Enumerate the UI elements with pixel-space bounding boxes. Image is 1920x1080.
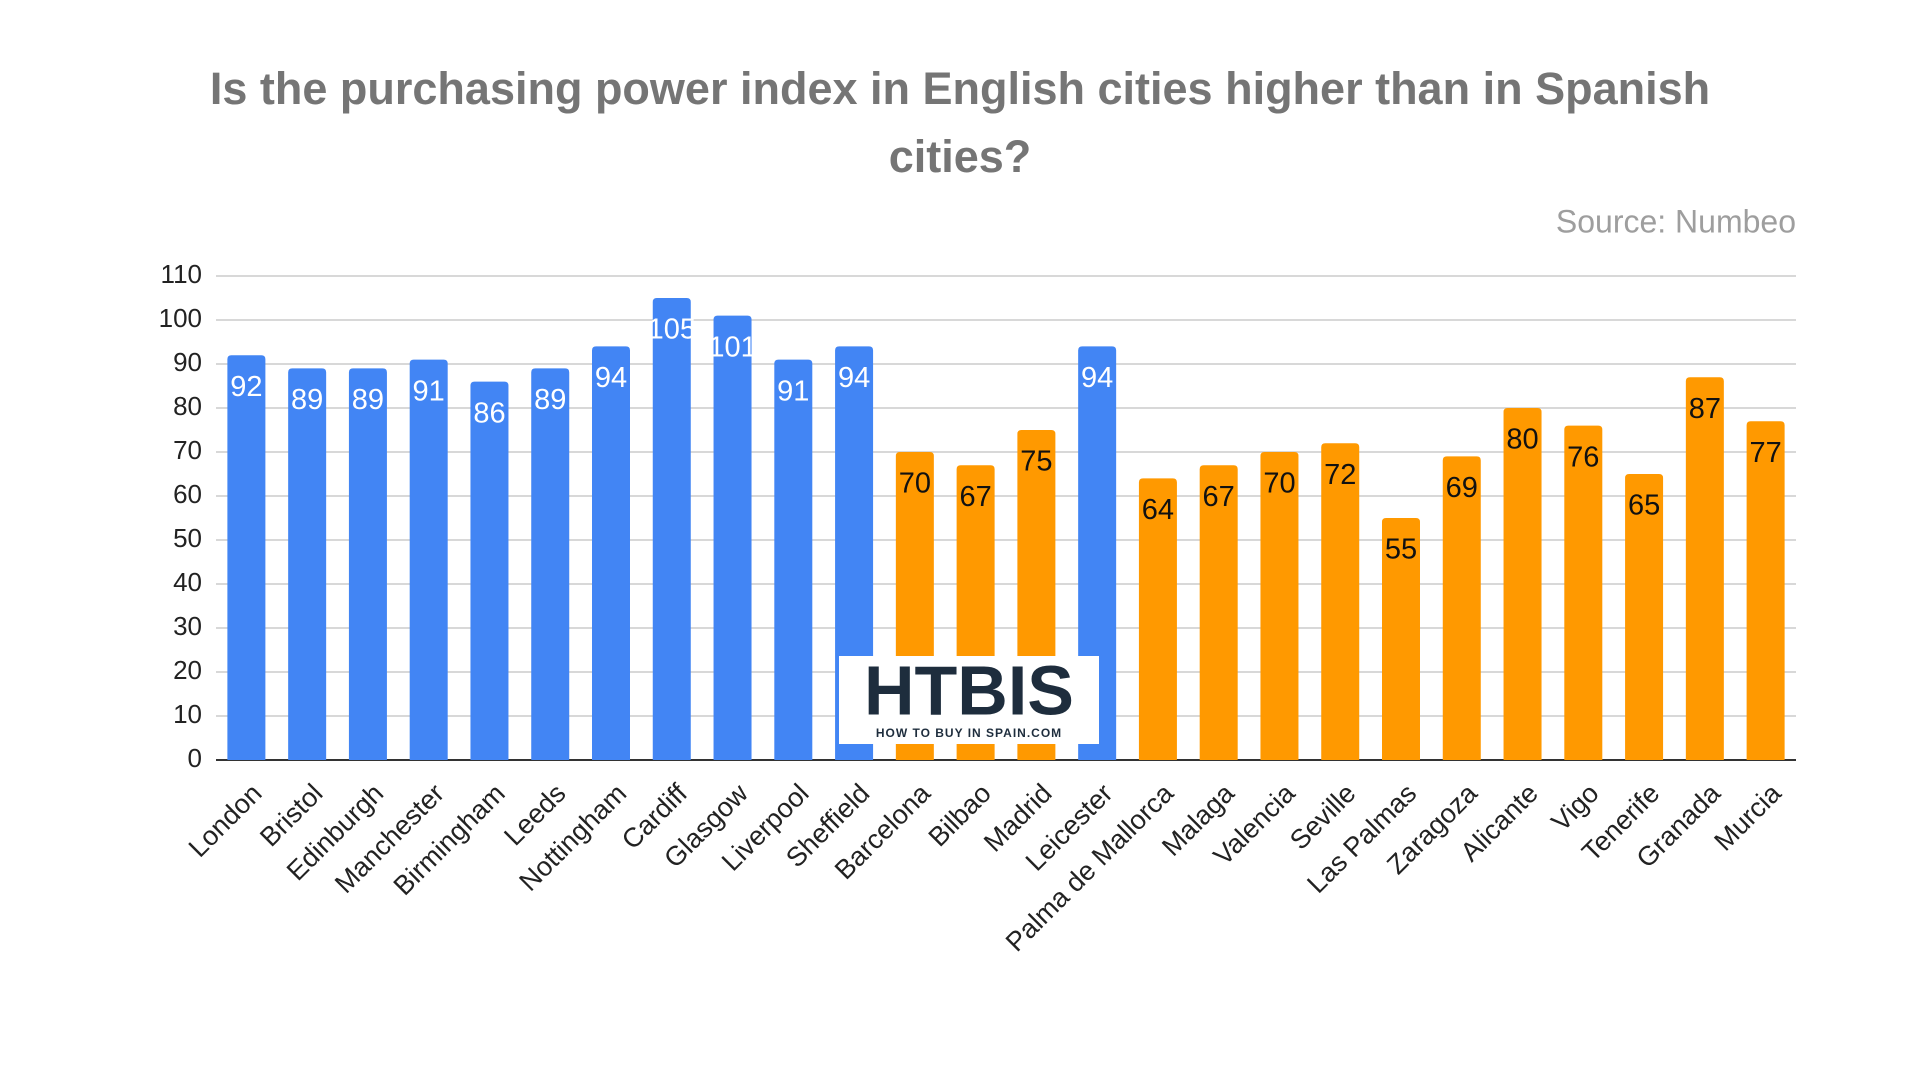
y-tick-label: 40 bbox=[173, 567, 202, 597]
chart-subtitle: Source: Numbeo bbox=[1556, 203, 1796, 239]
data-label: 72 bbox=[1324, 459, 1356, 491]
bar bbox=[1199, 465, 1238, 760]
bar bbox=[592, 346, 630, 760]
bar bbox=[774, 359, 813, 760]
bar bbox=[1625, 474, 1664, 760]
data-label: 89 bbox=[534, 384, 566, 416]
data-label: 80 bbox=[1506, 424, 1538, 456]
data-label: 94 bbox=[838, 362, 870, 394]
bar bbox=[1746, 421, 1785, 760]
data-label: 86 bbox=[473, 397, 505, 429]
data-label: 91 bbox=[777, 375, 809, 407]
y-tick-label: 90 bbox=[173, 347, 202, 377]
data-label: 67 bbox=[1203, 481, 1235, 513]
y-tick-label: 70 bbox=[173, 435, 202, 465]
bar bbox=[1442, 456, 1481, 760]
y-tick-label: 10 bbox=[173, 699, 202, 729]
bar bbox=[1260, 452, 1299, 760]
data-label: 87 bbox=[1689, 393, 1721, 425]
data-label: 64 bbox=[1142, 494, 1174, 526]
bar bbox=[652, 298, 691, 760]
data-label: 76 bbox=[1567, 441, 1599, 473]
data-label: 65 bbox=[1628, 490, 1660, 522]
x-tick-label: Murcia bbox=[1708, 777, 1787, 856]
y-tick-label: 60 bbox=[173, 479, 202, 509]
bar bbox=[1503, 408, 1542, 760]
y-tick-label: 100 bbox=[159, 303, 202, 333]
bar bbox=[1685, 377, 1724, 760]
x-tick-label: London bbox=[183, 778, 268, 863]
bar bbox=[348, 368, 387, 760]
bar bbox=[470, 381, 509, 760]
data-label: 77 bbox=[1749, 437, 1781, 469]
data-label: 89 bbox=[352, 384, 384, 416]
chart-title: Is the purchasing power index in English… bbox=[209, 63, 1711, 182]
y-tick-label: 20 bbox=[173, 655, 202, 685]
bar bbox=[713, 315, 752, 760]
logo-box bbox=[839, 656, 1099, 744]
y-tick-label: 50 bbox=[173, 523, 202, 553]
bar bbox=[1321, 443, 1360, 760]
data-label: 94 bbox=[1081, 362, 1113, 394]
data-label: 92 bbox=[230, 371, 262, 403]
y-tick-label: 110 bbox=[161, 259, 202, 289]
y-tick-label: 30 bbox=[173, 611, 202, 641]
data-label: 70 bbox=[899, 468, 931, 500]
data-label: 75 bbox=[1020, 446, 1052, 478]
bar bbox=[1382, 518, 1420, 760]
logo-title: HTBIS bbox=[864, 651, 1074, 729]
data-label: 89 bbox=[291, 384, 323, 416]
logo-subtitle: HOW TO BUY IN SPAIN.COM bbox=[876, 726, 1062, 740]
data-label: 67 bbox=[959, 481, 991, 513]
y-tick-label: 80 bbox=[173, 391, 202, 421]
data-label: 70 bbox=[1263, 468, 1295, 500]
y-tick-label: 0 bbox=[188, 743, 202, 773]
bar bbox=[409, 359, 448, 760]
data-label: 94 bbox=[595, 362, 627, 394]
data-label: 91 bbox=[413, 375, 445, 407]
bar bbox=[227, 355, 266, 760]
bar bbox=[1564, 425, 1603, 760]
bar bbox=[1138, 478, 1177, 760]
bar bbox=[288, 368, 327, 760]
data-label: 101 bbox=[708, 331, 756, 363]
data-label: 105 bbox=[648, 314, 696, 346]
data-label: 69 bbox=[1446, 472, 1478, 504]
bar bbox=[531, 368, 570, 760]
data-label: 55 bbox=[1385, 534, 1417, 566]
